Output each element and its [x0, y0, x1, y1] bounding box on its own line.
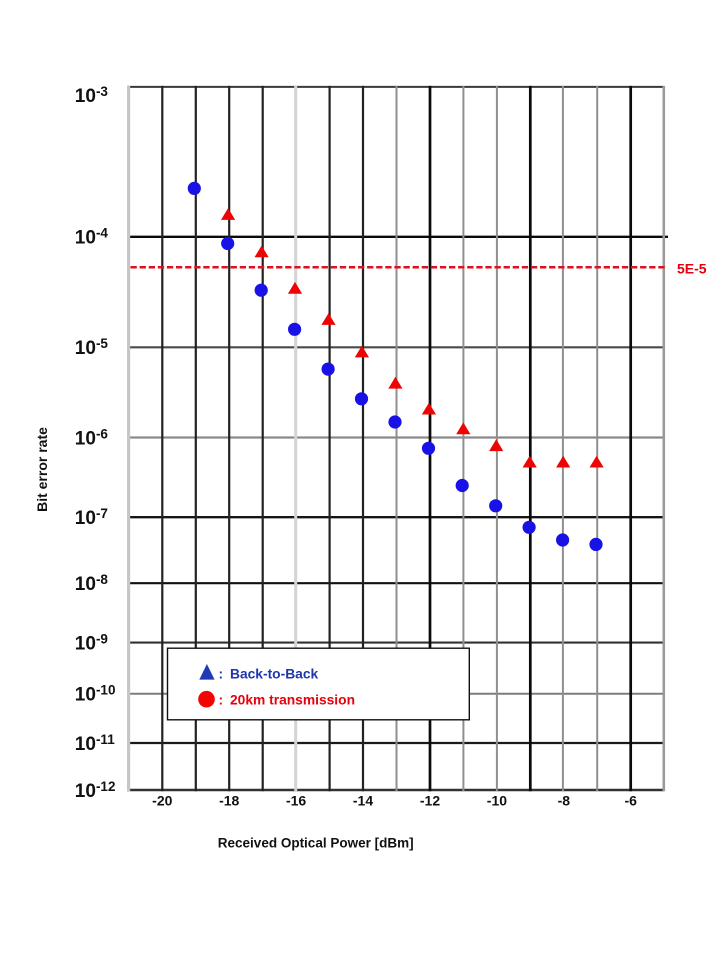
svg-text:-10: -10 — [487, 793, 507, 809]
svg-text:20km transmission: 20km transmission — [230, 693, 355, 708]
svg-text:-8: -8 — [558, 793, 571, 809]
svg-text:Back-to-Back: Back-to-Back — [230, 667, 319, 682]
svg-text::: : — [219, 693, 224, 708]
svg-text:-20: -20 — [152, 793, 172, 809]
svg-text:5E-5: 5E-5 — [677, 260, 707, 276]
svg-text:-12: -12 — [420, 793, 440, 809]
svg-text:Bit error rate: Bit error rate — [34, 427, 50, 512]
svg-text:Received Optical Power [dBm]: Received Optical Power [dBm] — [218, 836, 414, 851]
svg-text:-16: -16 — [286, 793, 306, 809]
svg-text::: : — [219, 667, 224, 682]
svg-text:-18: -18 — [219, 793, 239, 809]
svg-text:-6: -6 — [624, 793, 637, 809]
svg-text:-14: -14 — [353, 793, 373, 809]
